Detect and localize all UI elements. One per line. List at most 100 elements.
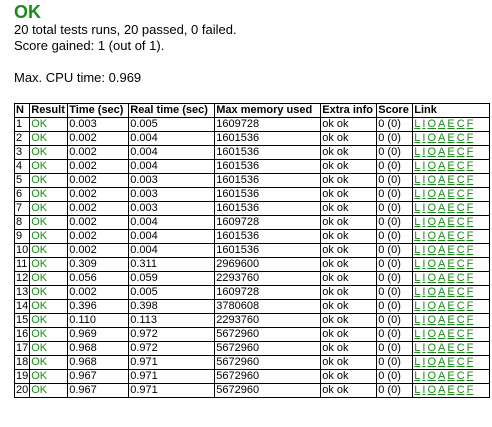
link-input[interactable]: I bbox=[422, 384, 426, 397]
link-checker[interactable]: C bbox=[456, 272, 465, 285]
link-log[interactable]: L bbox=[414, 174, 421, 187]
link-input[interactable]: I bbox=[422, 202, 426, 215]
link-checker[interactable]: C bbox=[456, 146, 465, 159]
link-answer[interactable]: A bbox=[438, 300, 446, 313]
link-output[interactable]: O bbox=[427, 132, 436, 145]
link-log[interactable]: L bbox=[414, 286, 421, 299]
link-full[interactable]: F bbox=[466, 160, 474, 173]
link-error[interactable]: E bbox=[447, 370, 455, 383]
link-full[interactable]: F bbox=[466, 328, 474, 341]
link-error[interactable]: E bbox=[447, 188, 455, 201]
link-input[interactable]: I bbox=[422, 286, 426, 299]
link-answer[interactable]: A bbox=[438, 328, 446, 341]
link-checker[interactable]: C bbox=[456, 356, 465, 369]
link-error[interactable]: E bbox=[447, 230, 455, 243]
link-input[interactable]: I bbox=[422, 370, 426, 383]
link-input[interactable]: I bbox=[422, 174, 426, 187]
link-answer[interactable]: A bbox=[438, 174, 446, 187]
link-full[interactable]: F bbox=[466, 286, 474, 299]
link-checker[interactable]: C bbox=[456, 384, 465, 397]
link-answer[interactable]: A bbox=[438, 202, 446, 215]
link-full[interactable]: F bbox=[466, 300, 474, 313]
link-input[interactable]: I bbox=[422, 118, 426, 131]
link-log[interactable]: L bbox=[414, 356, 421, 369]
link-full[interactable]: F bbox=[466, 356, 474, 369]
link-error[interactable]: E bbox=[447, 146, 455, 159]
link-full[interactable]: F bbox=[466, 188, 474, 201]
link-checker[interactable]: C bbox=[456, 300, 465, 313]
link-output[interactable]: O bbox=[427, 216, 436, 229]
link-answer[interactable]: A bbox=[438, 146, 446, 159]
link-answer[interactable]: A bbox=[438, 118, 446, 131]
link-output[interactable]: O bbox=[427, 146, 436, 159]
link-output[interactable]: O bbox=[427, 244, 436, 257]
link-checker[interactable]: C bbox=[456, 230, 465, 243]
link-output[interactable]: O bbox=[427, 342, 436, 355]
link-error[interactable]: E bbox=[447, 328, 455, 341]
link-answer[interactable]: A bbox=[438, 188, 446, 201]
link-log[interactable]: L bbox=[414, 342, 421, 355]
link-log[interactable]: L bbox=[414, 300, 421, 313]
link-full[interactable]: F bbox=[466, 258, 474, 271]
link-full[interactable]: F bbox=[466, 244, 474, 257]
link-answer[interactable]: A bbox=[438, 160, 446, 173]
link-output[interactable]: O bbox=[427, 258, 436, 271]
link-output[interactable]: O bbox=[427, 230, 436, 243]
link-log[interactable]: L bbox=[414, 160, 421, 173]
link-input[interactable]: I bbox=[422, 216, 426, 229]
link-output[interactable]: O bbox=[427, 384, 436, 397]
link-output[interactable]: O bbox=[427, 272, 436, 285]
link-checker[interactable]: C bbox=[456, 244, 465, 257]
link-output[interactable]: O bbox=[427, 314, 436, 327]
link-input[interactable]: I bbox=[422, 230, 426, 243]
link-input[interactable]: I bbox=[422, 342, 426, 355]
link-log[interactable]: L bbox=[414, 370, 421, 383]
link-output[interactable]: O bbox=[427, 286, 436, 299]
link-full[interactable]: F bbox=[466, 314, 474, 327]
link-answer[interactable]: A bbox=[438, 132, 446, 145]
link-full[interactable]: F bbox=[466, 118, 474, 131]
link-input[interactable]: I bbox=[422, 328, 426, 341]
link-error[interactable]: E bbox=[447, 300, 455, 313]
link-error[interactable]: E bbox=[447, 384, 455, 397]
link-log[interactable]: L bbox=[414, 258, 421, 271]
link-checker[interactable]: C bbox=[456, 160, 465, 173]
link-log[interactable]: L bbox=[414, 314, 421, 327]
link-output[interactable]: O bbox=[427, 118, 436, 131]
link-log[interactable]: L bbox=[414, 146, 421, 159]
link-error[interactable]: E bbox=[447, 356, 455, 369]
link-full[interactable]: F bbox=[466, 146, 474, 159]
link-answer[interactable]: A bbox=[438, 258, 446, 271]
link-input[interactable]: I bbox=[422, 146, 426, 159]
link-checker[interactable]: C bbox=[456, 118, 465, 131]
link-error[interactable]: E bbox=[447, 272, 455, 285]
link-input[interactable]: I bbox=[422, 160, 426, 173]
link-full[interactable]: F bbox=[466, 202, 474, 215]
link-full[interactable]: F bbox=[466, 342, 474, 355]
link-answer[interactable]: A bbox=[438, 384, 446, 397]
link-error[interactable]: E bbox=[447, 216, 455, 229]
link-error[interactable]: E bbox=[447, 286, 455, 299]
link-log[interactable]: L bbox=[414, 272, 421, 285]
link-checker[interactable]: C bbox=[456, 328, 465, 341]
link-input[interactable]: I bbox=[422, 188, 426, 201]
link-answer[interactable]: A bbox=[438, 342, 446, 355]
link-input[interactable]: I bbox=[422, 356, 426, 369]
link-log[interactable]: L bbox=[414, 118, 421, 131]
link-output[interactable]: O bbox=[427, 202, 436, 215]
link-answer[interactable]: A bbox=[438, 314, 446, 327]
link-answer[interactable]: A bbox=[438, 356, 446, 369]
link-checker[interactable]: C bbox=[456, 174, 465, 187]
link-answer[interactable]: A bbox=[438, 272, 446, 285]
link-log[interactable]: L bbox=[414, 202, 421, 215]
link-checker[interactable]: C bbox=[456, 216, 465, 229]
link-checker[interactable]: C bbox=[456, 202, 465, 215]
link-checker[interactable]: C bbox=[456, 286, 465, 299]
link-input[interactable]: I bbox=[422, 244, 426, 257]
link-log[interactable]: L bbox=[414, 216, 421, 229]
link-log[interactable]: L bbox=[414, 328, 421, 341]
link-full[interactable]: F bbox=[466, 216, 474, 229]
link-error[interactable]: E bbox=[447, 244, 455, 257]
link-answer[interactable]: A bbox=[438, 370, 446, 383]
link-full[interactable]: F bbox=[466, 272, 474, 285]
